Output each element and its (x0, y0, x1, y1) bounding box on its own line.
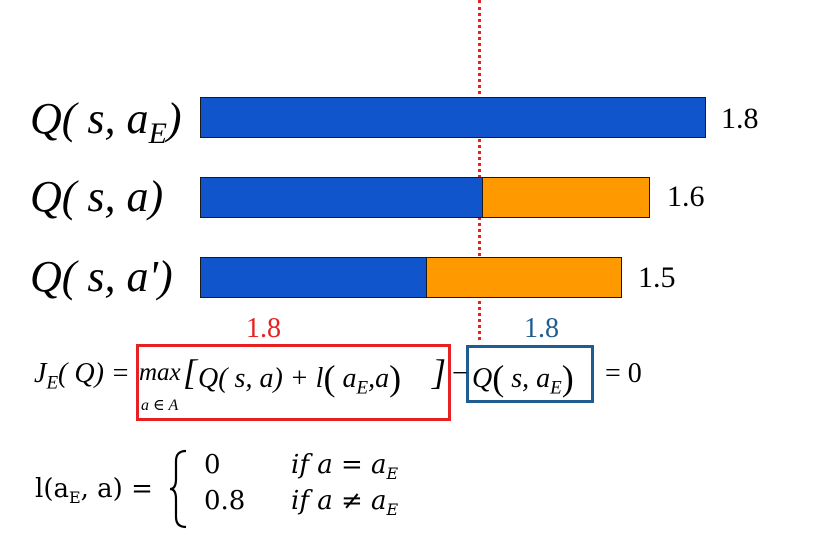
bar-segment-q-value (201, 178, 483, 217)
row-label-q-s-aE: Q( s, aE) (30, 94, 182, 150)
case2-value: 0.8 (204, 486, 246, 516)
case1-value: 0 (204, 450, 221, 480)
row-label-q-s-a: Q( s, a) (30, 172, 164, 221)
annotation-right-max: 1.8 (524, 313, 559, 344)
threshold-dotted-line (478, 0, 481, 340)
max-operator: max (139, 359, 181, 386)
case1-condition: if a = aE (291, 450, 399, 484)
bracket-close: ] (432, 352, 447, 392)
max-term-box (136, 344, 451, 421)
bar-row-2 (200, 177, 650, 218)
max-inner-term: Q( s, a) + l( aE,a) (198, 358, 402, 399)
annotation-left-max: 1.8 (246, 313, 281, 344)
j-e-lhs: JE( Q) = (34, 358, 130, 394)
bar-segment-margin (482, 178, 649, 217)
minus-sign: − (452, 358, 468, 389)
loss-function-lhs: l(aE, a) = (35, 474, 153, 508)
bar-segment-q-value (201, 98, 705, 137)
equals-zero: = 0 (605, 358, 642, 389)
bracket-open: [ (183, 352, 198, 392)
value-label-row-2: 1.6 (667, 180, 705, 213)
bar-row-1 (200, 97, 706, 138)
bar-row-3 (200, 257, 622, 298)
expert-q-box (466, 345, 594, 403)
bar-segment-q-value (201, 258, 426, 297)
bar-segment-margin (425, 258, 621, 297)
cases-brace (169, 449, 187, 529)
expert-q-term: Q( s, aE) (472, 358, 574, 399)
max-subscript: a ∈ A (141, 397, 179, 414)
row-label-q-s-a-prime: Q( s, a') (30, 252, 173, 301)
value-label-row-1: 1.8 (721, 102, 759, 135)
case2-condition: if a ≠ aE (291, 486, 399, 520)
value-label-row-3: 1.5 (638, 261, 676, 294)
